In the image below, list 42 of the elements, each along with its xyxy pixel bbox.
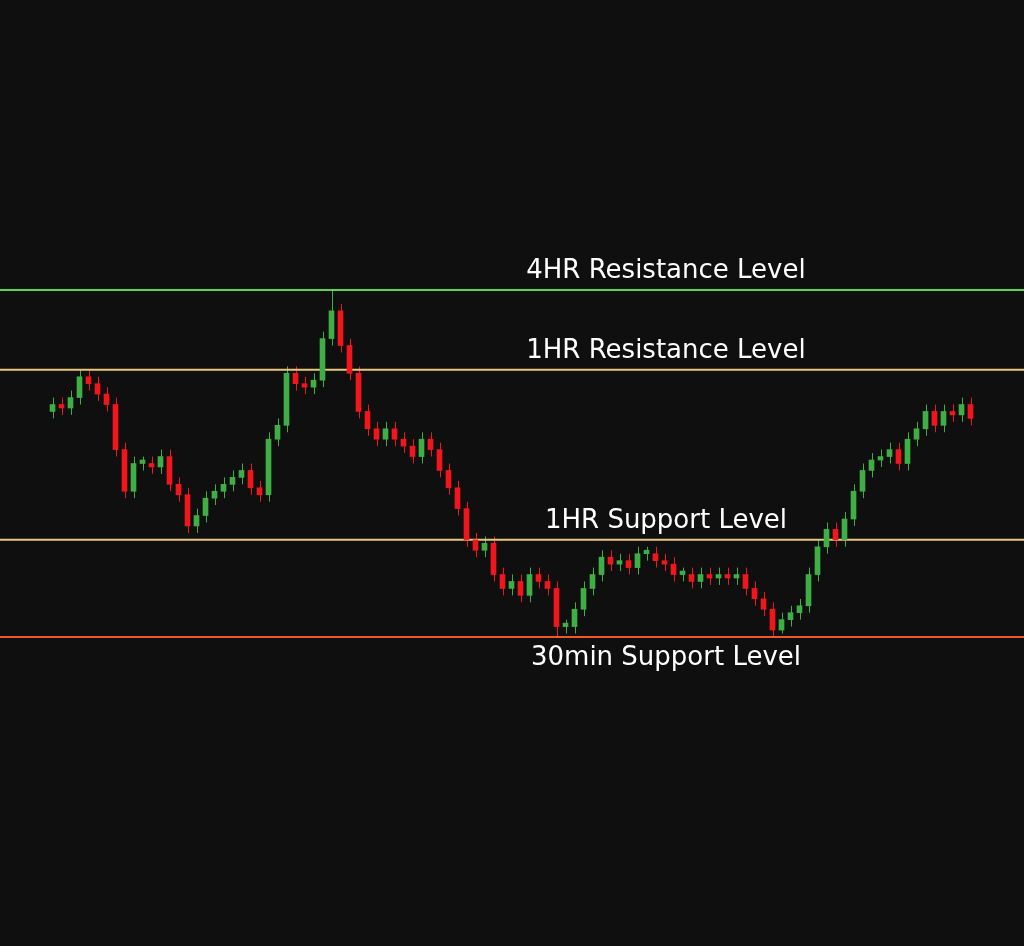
candlestick: [211, 483, 218, 506]
candlestick: [580, 580, 587, 617]
candlestick: [382, 421, 389, 447]
candlestick: [535, 567, 542, 589]
candlestick: [391, 421, 398, 447]
candlestick: [796, 598, 803, 621]
candlestick: [589, 567, 596, 596]
candlestick: [544, 574, 551, 596]
candlestick: [634, 546, 641, 576]
candlestick: [526, 567, 533, 603]
candlestick: [436, 442, 443, 478]
candlestick: [913, 421, 920, 447]
candlestick: [886, 442, 893, 464]
candlestick: [940, 404, 947, 433]
candlestick: [787, 605, 794, 628]
candlestick: [742, 567, 749, 596]
candlestick: [49, 397, 56, 419]
candlestick: [373, 421, 380, 447]
candlestick: [454, 480, 461, 517]
candlestick: [256, 480, 263, 503]
candlestick: [499, 567, 506, 596]
ref-line-label: 30min Support Level: [530, 640, 802, 671]
candlestick: [85, 369, 92, 392]
ref-line-label: 1HR Resistance Level: [526, 333, 806, 364]
candlestick: [895, 442, 902, 471]
candlestick: [625, 553, 632, 576]
candlestick: [274, 417, 281, 447]
candlestick: [697, 567, 704, 589]
candlestick: [481, 535, 488, 558]
ref-line-label: 4HR Resistance Level: [526, 253, 806, 284]
candlestick: [517, 574, 524, 603]
ref-line-label: 1HR Support Level: [544, 503, 788, 534]
candlestick: [508, 574, 515, 596]
candlestick: [688, 567, 695, 589]
candlestick: [238, 463, 245, 485]
candlestick: [220, 476, 227, 499]
candlestick: [229, 469, 236, 492]
candlestick: [859, 463, 866, 499]
candlestick: [967, 397, 974, 426]
candlestick: [652, 546, 659, 569]
candlestick: [931, 404, 938, 433]
candlestick: [76, 369, 83, 406]
